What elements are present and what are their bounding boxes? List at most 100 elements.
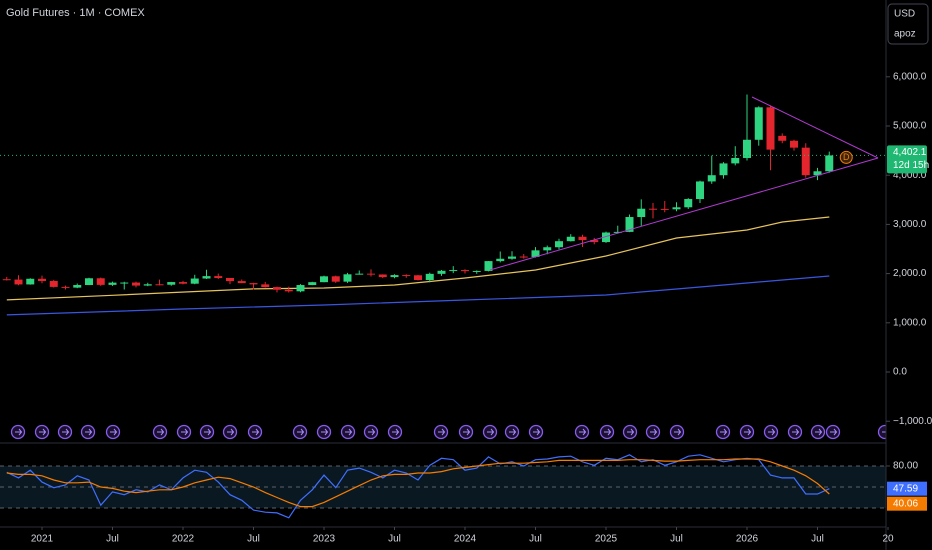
candle-body xyxy=(167,282,176,285)
event-icon-arrow xyxy=(227,428,235,436)
rsi-line xyxy=(6,458,830,508)
candle-body xyxy=(484,261,493,271)
triangle-lower xyxy=(489,157,879,271)
candle-body xyxy=(343,274,352,282)
candle-body xyxy=(61,286,70,288)
candle-body xyxy=(367,273,375,275)
candle-body xyxy=(707,175,716,182)
candle-body xyxy=(331,276,340,282)
event-icon-arrow xyxy=(627,428,635,436)
candle-body xyxy=(766,107,775,150)
candle-body xyxy=(555,241,563,248)
candle-body xyxy=(38,278,46,281)
chart-title: Gold Futures · 1M · COMEX xyxy=(6,7,145,19)
candle-body xyxy=(414,275,422,280)
event-icon-arrow xyxy=(345,428,353,436)
candle-body xyxy=(179,282,187,284)
last-value-box xyxy=(887,496,927,511)
event-icon-arrow xyxy=(509,428,517,436)
x-tick-label: 2024 xyxy=(454,534,477,545)
event-icon-arrow xyxy=(792,428,800,436)
candle-body xyxy=(790,140,798,148)
account[interactable]: apoz xyxy=(894,29,916,40)
candle-body xyxy=(355,273,364,275)
candle-body xyxy=(390,275,399,278)
plot-layer: D xyxy=(0,94,893,519)
last-value-box xyxy=(887,481,927,496)
candle-body xyxy=(496,258,505,262)
x-tick-label: 2021 xyxy=(31,534,54,545)
event-icon-arrow xyxy=(579,428,587,436)
candle-body xyxy=(449,270,458,272)
countdown: 12d 15h xyxy=(893,160,929,171)
candle-body xyxy=(696,181,704,200)
y-tick-label: 5,000.0 xyxy=(893,121,927,132)
candle-body xyxy=(508,256,516,259)
event-icon-arrow xyxy=(438,428,446,436)
x-tick-label: Jul xyxy=(106,534,119,545)
x-tick-label: Jul xyxy=(811,534,824,545)
y-tick-label: −1,000.0 xyxy=(893,416,932,427)
candle-body xyxy=(296,285,305,292)
candle-body xyxy=(731,157,740,164)
candle-body xyxy=(85,278,93,286)
candle-body xyxy=(14,279,23,285)
candle-body xyxy=(825,155,834,172)
x-tick-label: Jul xyxy=(247,534,260,545)
y-tick-label: 80.00 xyxy=(893,461,918,472)
candle-body xyxy=(472,270,481,272)
event-icon-arrow xyxy=(815,428,823,436)
candle-body xyxy=(660,208,669,210)
event-icon-arrow xyxy=(768,428,776,436)
event-icon-arrow xyxy=(830,428,838,436)
y-tick-label: 6,000.0 xyxy=(893,71,927,82)
candle-body xyxy=(778,135,787,141)
candle-body xyxy=(249,283,258,285)
event-icon-arrow xyxy=(62,428,70,436)
candle-body xyxy=(96,278,105,285)
candle-body xyxy=(519,256,528,258)
last-value-label: 47.59 xyxy=(893,483,918,494)
event-icon-arrow xyxy=(15,428,23,436)
event-icon-arrow xyxy=(252,428,260,436)
candle-body xyxy=(754,107,763,140)
candle-body xyxy=(108,282,117,285)
candle-body xyxy=(26,278,35,285)
event-icon-arrow xyxy=(720,428,728,436)
x-tick-label: Jul xyxy=(388,534,401,545)
last-price-box xyxy=(887,145,927,174)
y-tick-label: 1,000.0 xyxy=(893,317,927,328)
event-icon-arrow xyxy=(321,428,329,436)
candle-body xyxy=(637,208,646,218)
candle-body xyxy=(543,247,552,251)
x-tick-label: Jul xyxy=(670,534,683,545)
candle-body xyxy=(590,240,599,243)
price-axis-panel xyxy=(886,0,932,550)
candle-body xyxy=(214,276,223,278)
candle-body xyxy=(813,171,822,176)
candle-body xyxy=(578,236,587,241)
axis-layer: −1,000.0 0.0 1,000.0 2,000.0 3,000.0 4,000.0 5… xyxy=(31,71,932,544)
candle-body xyxy=(143,284,152,286)
candle-body xyxy=(461,270,469,272)
candle-body xyxy=(284,289,293,292)
x-tick-label: 2025 xyxy=(595,534,618,545)
candle-body xyxy=(602,232,610,243)
candle-body xyxy=(719,163,728,176)
event-icon-arrow xyxy=(368,428,376,436)
moving-average xyxy=(6,275,830,316)
y-tick-label: 2,000.0 xyxy=(893,268,927,279)
currency-box[interactable] xyxy=(887,3,929,45)
event-icon-arrow xyxy=(85,428,93,436)
candle-body xyxy=(437,270,446,274)
event-icon-arrow xyxy=(533,428,541,436)
moving-average xyxy=(6,216,830,301)
event-icon-arrow xyxy=(39,428,47,436)
y-tick-label: 0.0 xyxy=(893,367,907,378)
currency[interactable]: USD xyxy=(894,9,915,20)
candle-body xyxy=(743,139,751,158)
candle-body xyxy=(202,276,211,279)
candle-body xyxy=(261,284,270,288)
candle-body xyxy=(672,207,681,210)
